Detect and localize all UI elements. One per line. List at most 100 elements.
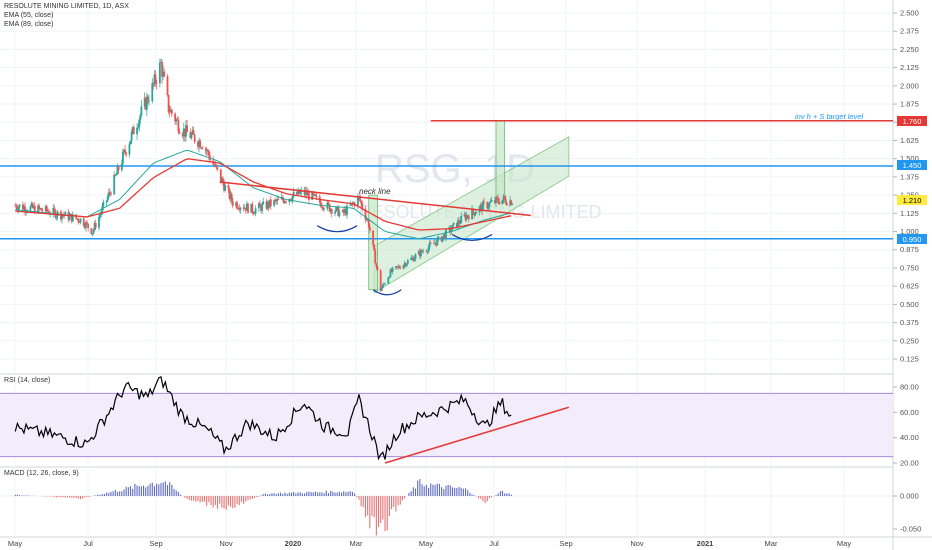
candle-body [41, 210, 44, 212]
price-tick-label: 1.625 [900, 136, 919, 145]
candle-body [163, 71, 166, 77]
candle-body [380, 287, 383, 291]
candle-body [162, 71, 165, 77]
candle-body [474, 213, 477, 216]
candle-body [268, 199, 271, 208]
ema55-legend[interactable]: EMA (55, close) [4, 12, 54, 19]
candle-body [308, 192, 310, 200]
candle-body [44, 206, 47, 212]
rsi-pane[interactable] [0, 376, 893, 464]
candle-body [411, 257, 414, 259]
candle-body [306, 192, 309, 196]
ema89-legend[interactable]: EMA (89, close) [4, 21, 54, 28]
candle-body [403, 263, 406, 266]
candle-body [429, 242, 432, 244]
time-axis[interactable]: May Jul Sep Nov 2020 Mar May Jul Sep Nov 2021 Mar Ma… [8, 539, 851, 548]
candle-body [428, 242, 431, 248]
candle-body [52, 207, 55, 214]
candle-body [269, 199, 272, 206]
candle-body [85, 222, 87, 228]
candle-body [365, 219, 368, 221]
candle-body [204, 148, 207, 150]
candle-body [274, 200, 277, 201]
candle-body [449, 227, 452, 233]
macd-pane[interactable] [0, 479, 893, 536]
price-pane[interactable] [0, 58, 893, 296]
candle-body [46, 210, 49, 212]
candle-body [78, 221, 81, 223]
candle-body [247, 203, 249, 213]
candle-body [238, 208, 241, 210]
left-shoulder-arc [316, 225, 358, 233]
candle-body [175, 119, 178, 122]
candle-body [399, 267, 402, 269]
candle-body [153, 74, 156, 85]
candle-body [292, 192, 295, 197]
candle-body [92, 229, 95, 234]
candle-body [33, 205, 36, 214]
right-shoulder-arc [451, 233, 493, 242]
candle-body [230, 193, 233, 202]
time-tick-label: Nov [630, 539, 644, 548]
price-tick-label: 1.500 [900, 154, 919, 163]
symbol-title[interactable]: RESOLUTE MINING LIMITED, 1D, ASX [4, 3, 129, 10]
candle-body [388, 277, 391, 278]
candle-body [422, 251, 425, 253]
candle-body [501, 199, 504, 205]
candle-body [298, 189, 301, 194]
candle-body [228, 188, 231, 199]
candle-body [244, 207, 247, 211]
candle-body [176, 119, 179, 121]
candle-body [205, 149, 208, 152]
candle-body [114, 174, 117, 176]
candle-body [455, 222, 458, 228]
time-tick-label: Mar [350, 539, 363, 548]
candle-body [458, 220, 460, 224]
candle-body [379, 270, 382, 291]
candle-body [464, 214, 467, 220]
candle-body [31, 203, 34, 208]
rsi-title[interactable]: RSI (14, close) [4, 377, 51, 384]
candle-body [17, 206, 20, 211]
candle-body [342, 209, 345, 213]
candle-body [197, 141, 199, 147]
candle-body [71, 214, 74, 222]
rsi-trendline [384, 406, 570, 464]
macd-title[interactable]: MACD (12, 26, close, 9) [4, 470, 79, 477]
candle-body [375, 263, 378, 267]
candle-body [480, 204, 483, 212]
candle-body [262, 201, 265, 205]
price-tick-label: 2.250 [900, 45, 919, 54]
candle-body [466, 215, 469, 217]
candle-body [181, 133, 184, 137]
price-axis[interactable]: 2.5002.3752.2502.1252.0001.8751.7501.625… [893, 9, 921, 534]
head-arc [372, 289, 402, 296]
candle-body [69, 213, 72, 216]
candle-body [30, 203, 33, 207]
candle-body [445, 229, 447, 239]
candle-body [509, 200, 512, 206]
candle-body [68, 215, 71, 220]
candle-body [451, 224, 454, 230]
time-tick-label: Jul [489, 539, 499, 548]
candle-body [313, 194, 316, 196]
candle-body [155, 82, 158, 84]
candle-body [53, 207, 56, 211]
candle-body [367, 220, 370, 228]
candle-body [143, 97, 146, 107]
candle-body [16, 208, 19, 211]
candle-body [250, 203, 253, 213]
candle-body [497, 198, 500, 203]
candle-body [406, 260, 409, 264]
candle-body [414, 254, 417, 259]
candle-body [314, 194, 317, 197]
candle-body [471, 208, 473, 220]
candle-body [160, 61, 162, 63]
candle-body [79, 218, 82, 223]
candle-body [426, 251, 429, 253]
candle-body [37, 205, 39, 214]
candle-body [321, 206, 323, 208]
price-tick-label: 1.000 [900, 227, 919, 236]
candle-body [323, 208, 326, 210]
